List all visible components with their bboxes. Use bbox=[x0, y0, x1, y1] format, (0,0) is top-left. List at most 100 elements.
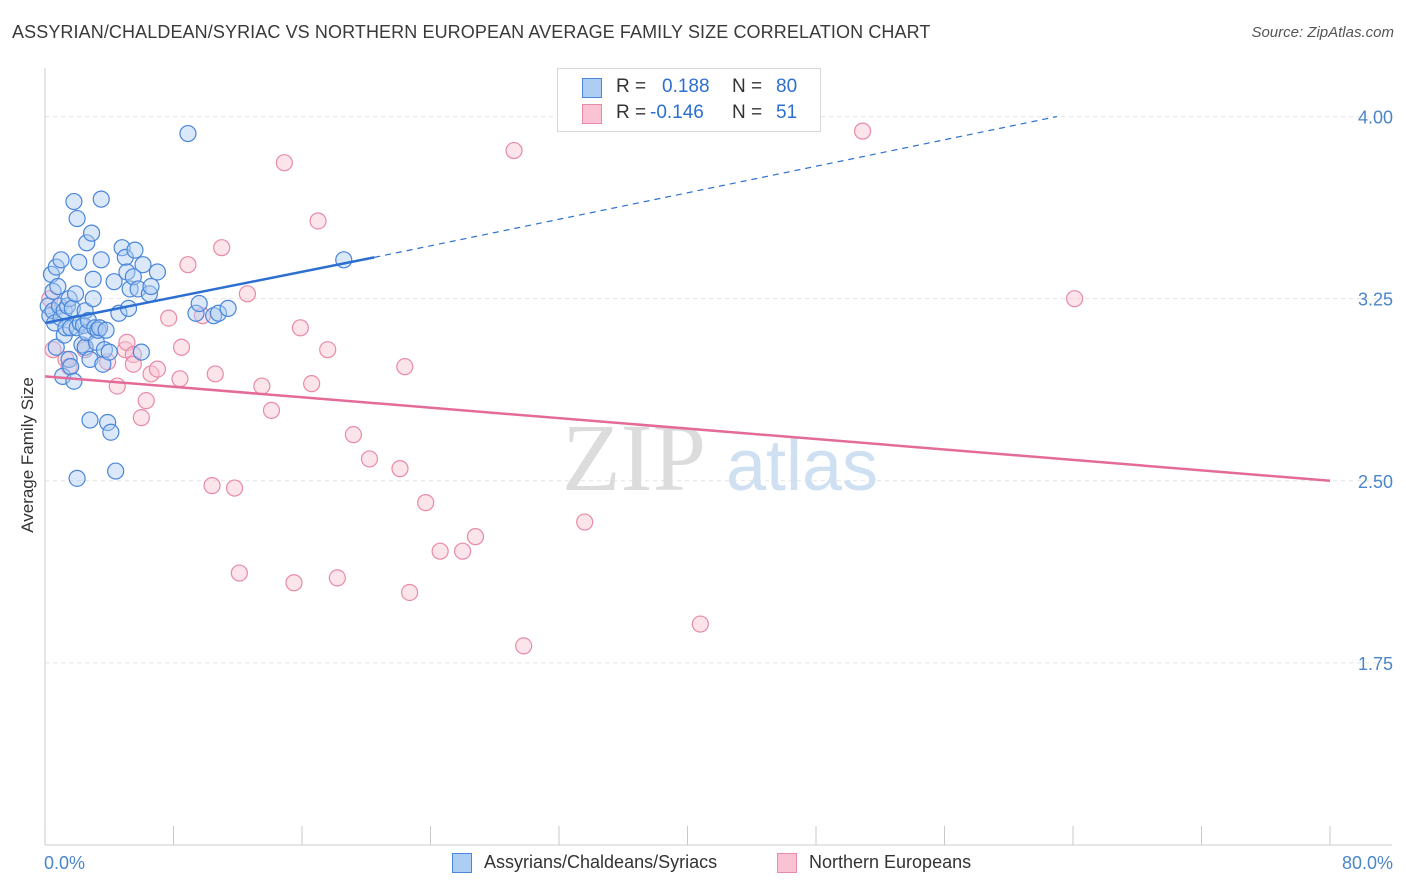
assyrians-point bbox=[44, 282, 62, 300]
northern-europeans-point bbox=[417, 494, 435, 512]
watermark-zip: ZIP bbox=[562, 404, 706, 511]
assyrians-point bbox=[82, 224, 101, 242]
assyrians-point bbox=[92, 190, 110, 208]
northern-europeans-point bbox=[515, 637, 533, 655]
x-tick-label: 0.0% bbox=[44, 853, 85, 873]
assyrians-point bbox=[205, 307, 223, 325]
r-label: R = bbox=[616, 76, 647, 97]
northern-europeans-point bbox=[431, 542, 449, 560]
northern-europeans-point bbox=[309, 212, 327, 230]
northern-europeans-point bbox=[108, 377, 126, 395]
assyrians-trend-extension bbox=[374, 115, 1058, 258]
northern-europeans-point bbox=[1066, 290, 1084, 308]
legend-label: Northern Europeans bbox=[809, 852, 972, 872]
northern-europeans-point bbox=[225, 479, 244, 497]
assyrians-point bbox=[62, 358, 80, 376]
northern-europeans-point bbox=[238, 285, 256, 303]
source-note: Source: ZipAtlas.com bbox=[1251, 24, 1394, 41]
northern-europeans-point bbox=[148, 360, 167, 378]
northern-europeans-point bbox=[206, 365, 224, 383]
y-tick-label: 1.75 bbox=[1358, 654, 1393, 674]
assyrians-point bbox=[209, 304, 228, 322]
northern-europeans-point bbox=[137, 392, 155, 410]
northern-europeans-point bbox=[132, 409, 150, 427]
assyrians-point bbox=[126, 241, 144, 259]
northern-europeans-point bbox=[179, 256, 197, 274]
northern-europeans-point bbox=[853, 122, 872, 140]
blue-swatch bbox=[452, 853, 472, 873]
y-tick-label: 3.25 bbox=[1358, 290, 1393, 310]
northern-europeans-point bbox=[454, 542, 472, 560]
assyrians-point bbox=[97, 321, 115, 339]
northern-europeans-point bbox=[203, 477, 221, 495]
assyrians-point bbox=[95, 341, 114, 359]
northern-europeans-point bbox=[160, 309, 178, 327]
assyrians-point bbox=[187, 304, 205, 322]
x-tick-label: 80.0% bbox=[1342, 853, 1393, 873]
assyrians-point bbox=[99, 413, 117, 432]
northern-europeans-point bbox=[275, 154, 293, 172]
assyrians-point bbox=[66, 285, 85, 303]
assyrians-point bbox=[105, 273, 123, 291]
northern-europeans-point bbox=[44, 341, 62, 359]
northern-europeans-point bbox=[303, 375, 321, 393]
y-tick-labels: 1.75 2.50 3.25 4.00 bbox=[1358, 108, 1393, 674]
assyrians-points bbox=[39, 124, 353, 487]
y-tick-label: 2.50 bbox=[1358, 472, 1393, 492]
y-tick-label: 4.00 bbox=[1358, 108, 1393, 128]
assyrians-point bbox=[47, 338, 65, 356]
assyrians-point bbox=[65, 192, 83, 211]
n-label: N = bbox=[732, 76, 763, 97]
n-value: 80 bbox=[776, 76, 798, 97]
assyrians-point bbox=[92, 251, 110, 269]
blue-swatch bbox=[582, 78, 602, 98]
northern-europeans-point bbox=[253, 377, 271, 395]
trend-lines bbox=[44, 115, 1331, 483]
assyrians-point bbox=[102, 423, 120, 441]
r-label: R = bbox=[616, 102, 647, 123]
n-value: 51 bbox=[776, 102, 798, 123]
assyrians-point bbox=[190, 294, 208, 313]
r-value: 0.188 bbox=[662, 76, 710, 97]
assyrians-point bbox=[68, 209, 86, 228]
assyrians-point bbox=[219, 299, 237, 317]
assyrians-trend-line bbox=[44, 256, 375, 325]
northern-europeans-point bbox=[230, 564, 248, 582]
northern-europeans-point bbox=[401, 583, 419, 602]
northern-europeans-point bbox=[328, 569, 346, 587]
northern-europeans-point bbox=[262, 401, 281, 419]
assyrians-point bbox=[134, 256, 152, 274]
gridlines bbox=[45, 116, 1392, 664]
pink-swatch bbox=[582, 104, 602, 124]
assyrians-point bbox=[129, 280, 147, 298]
watermark: ZIP atlas bbox=[562, 404, 878, 511]
assyrians-point bbox=[81, 411, 99, 429]
x-tick-labels: 0.0% 80.0% bbox=[44, 853, 1393, 873]
northern-europeans-point bbox=[691, 615, 709, 633]
pink-swatch bbox=[777, 853, 797, 873]
assyrians-point bbox=[142, 277, 160, 296]
assyrians-point bbox=[68, 469, 86, 487]
assyrians-point bbox=[49, 277, 67, 296]
legend-label: Assyrians/Chaldeans/Syriacs bbox=[484, 852, 718, 872]
axes bbox=[44, 68, 1392, 846]
r-value: -0.146 bbox=[650, 102, 704, 123]
northern-europeans-point bbox=[213, 239, 231, 257]
stats-legend: R = 0.188 N = 80 R = -0.146 N = 51 bbox=[557, 68, 821, 132]
assyrians-point bbox=[179, 124, 197, 143]
northern-europeans-point bbox=[466, 528, 485, 546]
northern-europeans-points bbox=[41, 122, 1084, 655]
northern-europeans-point bbox=[576, 513, 594, 531]
assyrians-point bbox=[84, 290, 102, 308]
assyrians-point bbox=[107, 462, 125, 480]
northern-europeans-point bbox=[291, 319, 309, 337]
northern-europeans-point bbox=[285, 574, 303, 592]
assyrians-point bbox=[86, 319, 104, 337]
assyrians-point bbox=[148, 263, 167, 281]
assyrians-point bbox=[62, 319, 80, 337]
northern-europeans-point bbox=[360, 450, 379, 468]
northern-europeans-point bbox=[505, 141, 523, 160]
northern-europeans-point bbox=[171, 370, 189, 388]
northern-europeans-point bbox=[319, 341, 337, 359]
northern-europeans-point bbox=[396, 358, 414, 376]
